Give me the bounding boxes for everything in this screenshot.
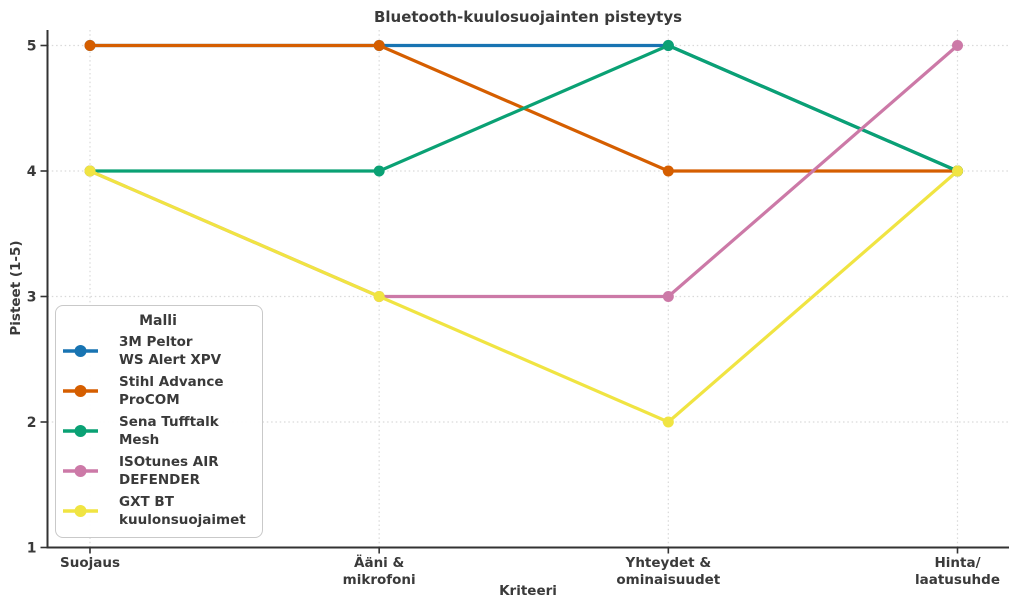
y-tick-label: 1 <box>27 541 37 557</box>
x-tick-label: Suojaus <box>60 555 120 571</box>
legend-entry-isotunes-air: ISOtunes AIR DEFENDER <box>60 453 256 489</box>
legend-label: Stihl Advance ProCOM <box>119 374 224 408</box>
legend-entry-stihl-advance: Stihl Advance ProCOM <box>60 373 256 409</box>
legend-line-marker-icon <box>63 465 98 477</box>
y-tick-label: 2 <box>27 415 37 431</box>
series-marker-1 <box>662 165 674 177</box>
series-marker-4 <box>662 416 674 428</box>
legend-entry-3m-peltor: 3M Peltor WS Alert XPV <box>60 333 256 369</box>
series-marker-1 <box>84 40 96 51</box>
series-marker-2 <box>373 165 385 177</box>
series-marker-3 <box>952 40 963 51</box>
legend-line-marker-icon <box>63 345 98 357</box>
legend-entry-gxt-bt: GXT BT kuulonsuojaimet <box>60 493 256 529</box>
series-marker-2 <box>662 40 674 51</box>
series-line-2 <box>88 43 960 173</box>
legend-line-marker-icon <box>63 385 98 397</box>
legend-title: Malli <box>139 313 177 329</box>
x-tick-label: Yhteydet & ominaisuudet <box>616 555 720 588</box>
legend-entry-sena-tufftalk: Sena Tufftalk Mesh <box>60 413 256 449</box>
y-tick-label: 3 <box>27 290 37 306</box>
series-marker-4 <box>373 291 385 302</box>
series-marker-3 <box>662 291 674 302</box>
series-marker-1 <box>373 40 385 51</box>
chart-title: Bluetooth-kuulosuojainten pisteytys <box>373 8 683 26</box>
legend-label: GXT BT kuulonsuojaimet <box>119 494 246 528</box>
y-tick-label: 5 <box>27 39 37 55</box>
legend-box: Malli 3M Peltor WS Alert XPV Stihl Advan… <box>55 305 263 538</box>
legend-line-marker-icon <box>63 505 98 517</box>
x-axis-title: Kriteeri <box>499 583 557 599</box>
x-tick-label: Hinta/laatusuhde <box>915 555 1000 588</box>
legend-label: Sena Tufftalk Mesh <box>119 414 219 448</box>
series-marker-4 <box>84 165 96 177</box>
legend-label: 3M Peltor WS Alert XPV <box>119 334 222 368</box>
legend-line-marker-icon <box>63 425 98 437</box>
series-marker-4 <box>952 165 963 177</box>
x-tick-label: Ääni & mikrofoni <box>343 554 416 588</box>
series-line-4 <box>88 169 960 424</box>
y-tick-label: 4 <box>27 164 37 180</box>
legend-label: ISOtunes AIR DEFENDER <box>119 454 219 488</box>
